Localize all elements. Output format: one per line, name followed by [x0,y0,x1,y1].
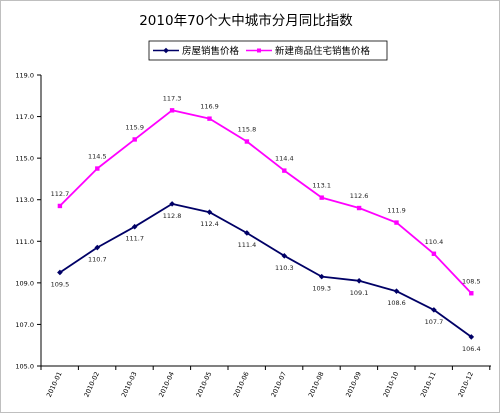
legend-marker-series-2 [257,48,261,53]
data-label-series-2: 112.6 [350,192,369,200]
legend: 房屋销售价格 新建商品住宅销售价格 [148,40,388,61]
data-point-series-2 [394,220,399,225]
x-tick-label: 2010-09 [344,370,363,398]
data-point-series-2 [244,139,250,144]
data-point-series-2 [132,137,137,142]
data-point-series-2 [319,195,324,200]
data-label-series-2: 113.1 [312,182,331,190]
data-label-series-1: 111.4 [238,241,257,249]
x-tick-label: 2010-01 [45,370,64,398]
data-label-series-1: 106.4 [462,345,481,353]
data-labels: 109.5 110.7 111.7 112.8 112.4 111.4 110.3 109.3… [51,94,481,353]
y-tick-label: 107.0 [15,321,34,329]
data-point-series-1 [169,201,175,207]
x-tick-label: 2010-03 [120,370,139,398]
x-tick-labels: 2010-01 2010-02 2010-03 2010-04 2010-05 2010-… [40,366,491,398]
data-point-series-1 [393,288,400,294]
data-label-series-2: 115.9 [125,123,144,131]
x-tick-label: 2010-04 [157,370,176,398]
chart-title: 2010年70个大中城市分月同比指数 [139,12,353,29]
data-label-series-2: 108.5 [462,277,481,285]
x-tick-label: 2010-11 [419,370,438,398]
data-label-series-1: 109.3 [312,285,331,293]
data-label-series-1: 112.8 [163,212,182,220]
data-point-series-2 [57,203,63,209]
y-tick-label: 109.0 [15,279,34,287]
data-point-series-1 [468,334,475,340]
data-point-series-1 [431,307,437,313]
data-label-series-1: 111.7 [125,235,144,243]
data-label-series-1: 107.7 [425,318,444,326]
data-point-series-1 [318,273,325,280]
data-label-series-2: 111.9 [387,207,406,215]
data-point-series-1 [131,223,138,230]
x-tick-label: 2010-12 [456,370,475,398]
data-label-series-2: 116.9 [200,103,219,111]
x-tick-label: 2010-08 [307,370,326,398]
data-label-series-1: 108.6 [387,299,406,307]
x-tick-label: 2010-02 [82,370,101,398]
y-tick-label: 117.0 [15,113,34,121]
data-label-series-2: 115.8 [238,126,257,134]
x-tick-label: 2010-07 [269,370,288,398]
data-point-series-2 [431,251,437,256]
data-point-series-1 [57,269,63,276]
y-tick-labels: 105.0 107.0 109.0 111.0 113.0 115.0 117.0 119.0 [15,72,41,371]
data-point-series-1 [244,230,250,236]
data-point-series-2 [95,166,100,171]
y-tick-label: 111.0 [15,238,34,246]
data-label-series-2: 112.7 [51,190,70,198]
x-tick-label: 2010-10 [382,370,401,398]
data-label-series-2: 110.4 [425,238,444,246]
data-label-series-1: 109.5 [51,280,70,288]
data-point-series-2 [469,291,474,296]
legend-label-series-2: 新建商品住宅销售价格 [275,45,371,57]
plot-series [57,108,475,340]
data-label-series-1: 109.1 [350,289,369,297]
data-label-series-1: 110.3 [275,264,294,272]
y-tick-label: 105.0 [15,363,34,371]
legend-label-series-1: 房屋销售价格 [182,45,240,57]
series-line-2 [59,109,472,294]
data-point-series-2 [207,116,212,121]
y-tick-label: 115.0 [15,155,34,163]
data-label-series-2: 114.5 [88,153,107,161]
data-point-series-2 [282,168,287,173]
data-label-series-2: 117.3 [163,94,182,102]
data-label-series-1: 110.7 [88,256,107,264]
data-label-series-2: 114.4 [275,155,294,163]
x-tick-label: 2010-06 [232,370,251,398]
y-tick-label: 119.0 [15,72,34,80]
series-line-1 [59,202,472,338]
x-tick-label: 2010-05 [195,370,214,398]
data-point-series-1 [206,209,213,215]
data-point-series-2 [356,205,362,211]
data-label-series-1: 112.4 [200,220,219,228]
data-point-series-2 [169,108,175,113]
data-point-series-1 [94,244,101,251]
legend-marker-series-1 [163,47,169,54]
y-tick-label: 113.0 [15,196,34,204]
data-point-series-1 [356,277,362,284]
data-point-series-1 [281,253,288,259]
